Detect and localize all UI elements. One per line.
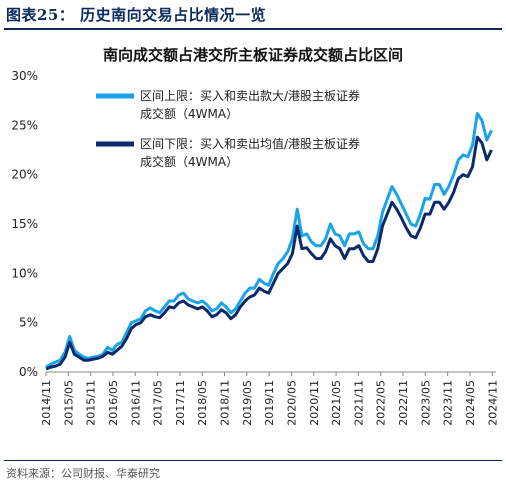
x-tick-label: 2021/05 (330, 380, 343, 426)
x-tick-label: 2021/11 (352, 380, 365, 426)
series-line-upper (45, 112, 493, 369)
x-tick-label: 2018/05 (196, 380, 209, 426)
x-tick-label: 2019/11 (263, 380, 276, 426)
x-tick-label: 2017/05 (152, 380, 165, 426)
axes: 0% 5% 10% 15% 20% 25% 30% 2014/11 2015/05 2015/11… (11, 69, 499, 426)
x-tick-label: 2020/11 (308, 380, 321, 426)
x-tick-label: 2016/11 (129, 380, 142, 426)
x-tick-label: 2018/11 (219, 380, 232, 426)
legend-label-cont: 成交额（4WMA） (140, 154, 238, 169)
x-tick-label: 2014/11 (40, 380, 53, 426)
x-tick-label: 2017/11 (174, 380, 187, 426)
y-tick-label: 20% (11, 168, 38, 182)
legend-label: 区间上限：买入和卖出款大/港股主板证券 (140, 88, 360, 103)
source-note: 资料来源：公司财报、华泰研究 (6, 467, 160, 480)
chart-title: 南向成交额占港交所主板证券成交额占比区间 (102, 46, 403, 64)
x-tick-label: 2015/05 (62, 380, 75, 426)
y-tick-label: 30% (11, 69, 38, 83)
x-tick-label: 2024/11 (486, 380, 499, 426)
x-tick-label: 2020/05 (285, 380, 298, 426)
bottom-divider (4, 460, 502, 461)
series-line-lower (45, 135, 493, 371)
x-tick-label: 2022/11 (397, 380, 410, 426)
x-tick-label: 2015/11 (85, 380, 98, 426)
y-tick-label: 0% (19, 365, 38, 379)
x-tick-label: 2023/05 (419, 380, 432, 426)
series-lines (45, 112, 493, 371)
y-tick-label: 15% (11, 217, 38, 231)
figure-label: 图表25： 历史南向交易占比情况一览 (6, 6, 267, 24)
y-tick-label: 5% (19, 316, 38, 330)
y-tick-label: 25% (11, 118, 38, 132)
top-divider (4, 28, 502, 30)
x-tick-label: 2019/05 (241, 380, 254, 426)
x-tick-label: 2024/05 (464, 380, 477, 426)
x-tick-label: 2022/05 (375, 380, 388, 426)
x-tick-label: 2016/05 (107, 380, 120, 426)
legend-label: 区间下限：买入和卖出均值/港股主板证券 (140, 136, 360, 151)
y-tick-label: 10% (11, 266, 38, 280)
x-tick-label: 2023/11 (442, 380, 455, 426)
legend-label-cont: 成交额（4WMA） (140, 106, 238, 121)
